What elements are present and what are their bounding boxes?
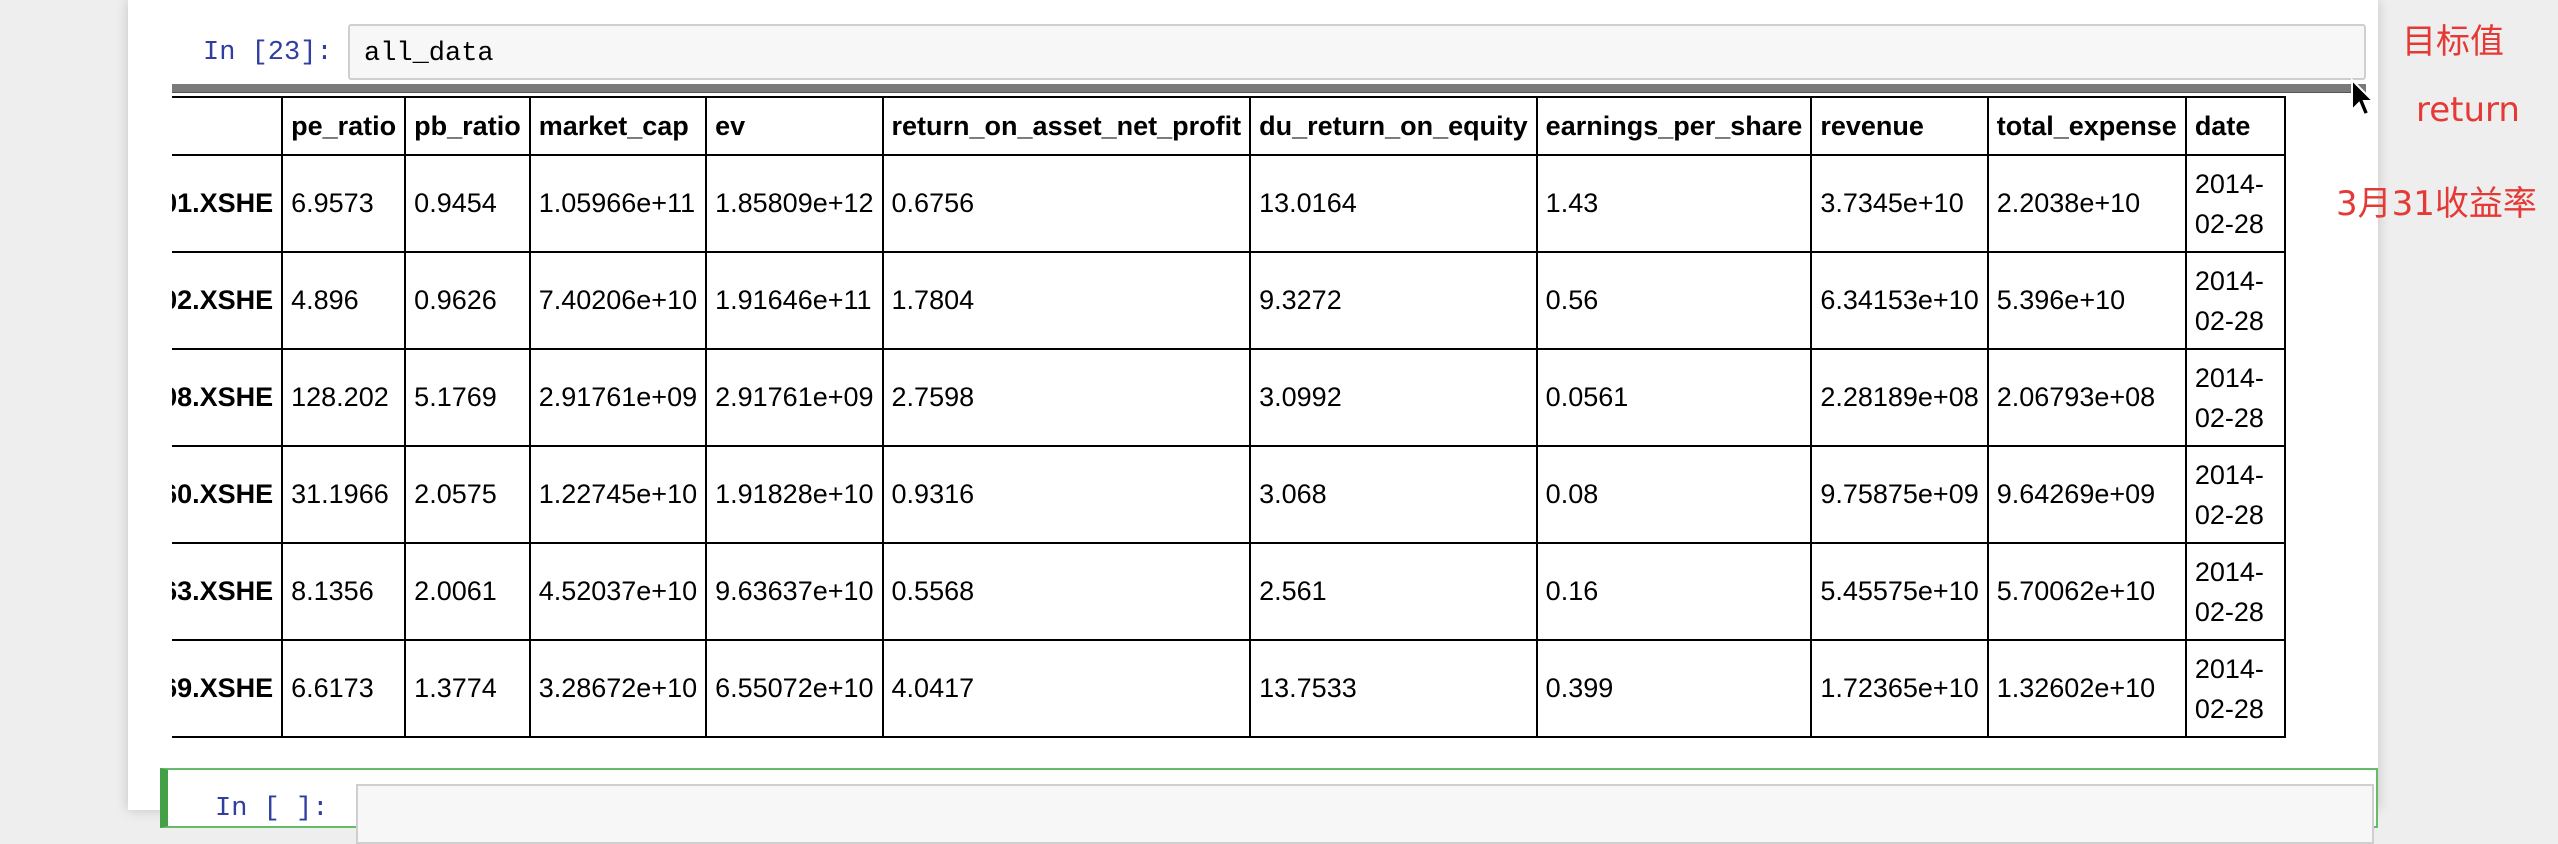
- table-cell: 3.28672e+10: [528, 639, 708, 738]
- column-header: ev: [705, 96, 884, 156]
- column-header: earnings_per_share: [1535, 96, 1813, 156]
- table-cell: 9.64269e+09: [1986, 445, 2187, 544]
- table-cell: 0.0561: [1535, 348, 1813, 447]
- table-cell: 0.9316: [881, 445, 1252, 544]
- table-cell: 1.32602e+10: [1986, 639, 2187, 738]
- table-row: 000001.XSHE 6.9573 0.9454 1.05966e+11 1.…: [172, 154, 2287, 253]
- table-cell: 5.1769: [404, 348, 531, 447]
- date-cell: 2014-02-28: [2184, 639, 2287, 738]
- table-cell: 3.0992: [1249, 348, 1538, 447]
- next-cell-prompt: In [ ]:: [215, 794, 329, 824]
- table-cell: 1.43: [1535, 154, 1813, 253]
- column-header: total_expense: [1986, 96, 2187, 156]
- table-cell: 5.70062e+10: [1986, 542, 2187, 641]
- table-cell: 1.91646e+11: [705, 251, 884, 350]
- table-cell: 6.9573: [281, 154, 407, 253]
- mouse-cursor-icon: [2351, 78, 2374, 117]
- index-header: [172, 96, 284, 156]
- table-cell: 2.7598: [881, 348, 1252, 447]
- table-cell: 1.3774: [404, 639, 531, 738]
- table-cell: 0.399: [1535, 639, 1813, 738]
- date-cell: 2014-02-28: [2184, 348, 2287, 447]
- table-row: 000060.XSHE 31.1966 2.0575 1.22745e+10 1…: [172, 445, 2287, 544]
- table-cell: 2.91761e+09: [705, 348, 884, 447]
- date-cell: 2014-02-28: [2184, 154, 2287, 253]
- dataframe-output[interactable]: pe_ratio pb_ratio market_cap ev return_o…: [172, 84, 2366, 756]
- annotation-march-return: 3月31收益率: [2336, 184, 2537, 224]
- table-cell: 1.85809e+12: [705, 154, 884, 253]
- table-cell: 128.202: [281, 348, 407, 447]
- table-cell: 13.7533: [1249, 639, 1538, 738]
- table-cell: 3.068: [1249, 445, 1538, 544]
- row-index: 000008.XSHE: [172, 348, 284, 447]
- table-cell: 1.72365e+10: [1810, 639, 1989, 738]
- table-cell: 2.91761e+09: [528, 348, 708, 447]
- table-cell: 2.28189e+08: [1810, 348, 1989, 447]
- table-cell: 5.396e+10: [1986, 251, 2187, 350]
- date-cell: 2014-02-28: [2184, 251, 2287, 350]
- table-cell: 6.6173: [281, 639, 407, 738]
- table-cell: 0.16: [1535, 542, 1813, 641]
- dataframe-table: pe_ratio pb_ratio market_cap ev return_o…: [172, 96, 2287, 738]
- table-cell: 8.1356: [281, 542, 407, 641]
- table-cell: 9.3272: [1249, 251, 1538, 350]
- table-cell: 9.75875e+09: [1810, 445, 1989, 544]
- horizontal-scrollbar[interactable]: [172, 84, 2366, 93]
- table-cell: 2.0061: [404, 542, 531, 641]
- table-row: 000063.XSHE 8.1356 2.0061 4.52037e+10 9.…: [172, 542, 2287, 641]
- table-cell: 13.0164: [1249, 154, 1538, 253]
- table-cell: 2.06793e+08: [1986, 348, 2187, 447]
- next-code-input[interactable]: [356, 784, 2374, 844]
- table-cell: 2.0575: [404, 445, 531, 544]
- row-index: 000002.XSHE: [172, 251, 284, 350]
- row-index: 000069.XSHE: [172, 639, 284, 738]
- table-cell: 4.0417: [881, 639, 1252, 738]
- annotation-target: 目标值: [2402, 22, 2504, 62]
- column-header: market_cap: [528, 96, 708, 156]
- table-row: 000069.XSHE 6.6173 1.3774 3.28672e+10 6.…: [172, 639, 2287, 738]
- table-cell: 6.34153e+10: [1810, 251, 1989, 350]
- table-cell: 9.63637e+10: [705, 542, 884, 641]
- table-cell: 31.1966: [281, 445, 407, 544]
- table-cell: 2.2038e+10: [1986, 154, 2187, 253]
- table-header-row: pe_ratio pb_ratio market_cap ev return_o…: [172, 96, 2287, 156]
- column-header: revenue: [1810, 96, 1989, 156]
- table-cell: 0.6756: [881, 154, 1252, 253]
- row-index: 000001.XSHE: [172, 154, 284, 253]
- annotation-return: return: [2416, 90, 2520, 130]
- table-cell: 5.45575e+10: [1810, 542, 1989, 641]
- code-input[interactable]: all_data: [348, 24, 2366, 80]
- table-cell: 0.08: [1535, 445, 1813, 544]
- table-cell: 6.55072e+10: [705, 639, 884, 738]
- table-cell: 0.9626: [404, 251, 531, 350]
- row-index: 000060.XSHE: [172, 445, 284, 544]
- cell-prompt: In [23]:: [203, 38, 333, 68]
- table-cell: 4.52037e+10: [528, 542, 708, 641]
- table-cell: 1.91828e+10: [705, 445, 884, 544]
- table-cell: 4.896: [281, 251, 407, 350]
- table-cell: 1.05966e+11: [528, 154, 708, 253]
- table-row: 000008.XSHE 128.202 5.1769 2.91761e+09 2…: [172, 348, 2287, 447]
- column-header: return_on_asset_net_profit: [881, 96, 1252, 156]
- date-cell: 2014-02-28: [2184, 445, 2287, 544]
- table-cell: 7.40206e+10: [528, 251, 708, 350]
- table-cell: 0.56: [1535, 251, 1813, 350]
- table-cell: 1.7804: [881, 251, 1252, 350]
- column-header: pe_ratio: [281, 96, 407, 156]
- table-row: 000002.XSHE 4.896 0.9626 7.40206e+10 1.9…: [172, 251, 2287, 350]
- table-cell: 0.5568: [881, 542, 1252, 641]
- code-text: all_data: [364, 39, 494, 69]
- row-index: 000063.XSHE: [172, 542, 284, 641]
- table-cell: 0.9454: [404, 154, 531, 253]
- column-header: date: [2184, 96, 2287, 156]
- column-header: du_return_on_equity: [1249, 96, 1538, 156]
- column-header: pb_ratio: [404, 96, 531, 156]
- next-code-cell[interactable]: In [ ]:: [160, 768, 2378, 844]
- date-cell: 2014-02-28: [2184, 542, 2287, 641]
- table-cell: 3.7345e+10: [1810, 154, 1989, 253]
- table-cell: 2.561: [1249, 542, 1538, 641]
- table-cell: 1.22745e+10: [528, 445, 708, 544]
